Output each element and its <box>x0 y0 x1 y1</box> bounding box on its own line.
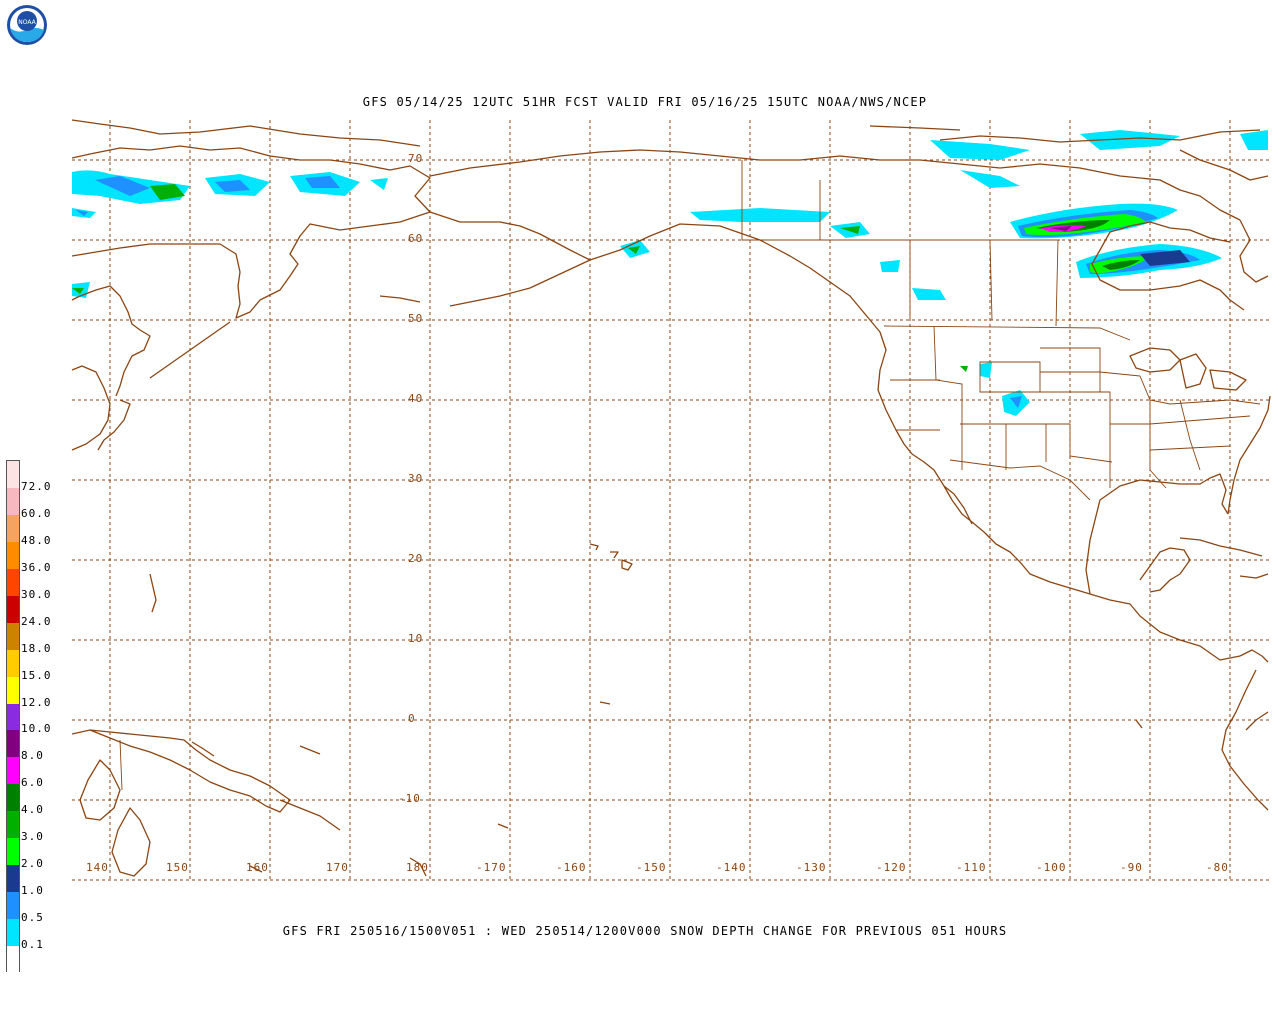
political-borders <box>119 160 1261 791</box>
legend-swatch <box>7 838 19 866</box>
legend-label: 72.0 <box>21 479 52 493</box>
legend-label: 18.0 <box>21 641 52 655</box>
legend-swatch <box>7 865 19 893</box>
legend-label: 15.0 <box>21 668 52 682</box>
latitude-label: 10 <box>408 632 424 645</box>
longitude-label: -80 <box>1206 861 1229 874</box>
legend-swatch <box>7 595 19 623</box>
longitude-label: 140 <box>86 861 109 874</box>
longitude-label: 150 <box>166 861 189 874</box>
latitude-label: 0 <box>408 712 416 725</box>
latitude-label: 70 <box>408 152 424 165</box>
latitude-label: 50 <box>408 312 424 325</box>
legend-swatch <box>7 919 19 947</box>
legend-label: 36.0 <box>21 560 52 574</box>
color-legend <box>6 460 20 974</box>
map-subtitle: GFS FRI 250516/1500V051 : WED 250514/120… <box>282 924 1008 938</box>
longitude-label: -130 <box>796 861 827 874</box>
legend-label: 3.0 <box>21 830 44 844</box>
legend-label: 8.0 <box>21 749 44 763</box>
snow-depth-fields <box>72 130 1268 416</box>
legend-swatch <box>7 487 19 515</box>
legend-swatch <box>7 514 19 542</box>
legend-label: 4.0 <box>21 803 44 817</box>
longitude-label: -100 <box>1036 861 1067 874</box>
legend-swatch <box>7 892 19 920</box>
legend-swatch <box>7 757 19 785</box>
longitude-label: -120 <box>876 861 907 874</box>
legend-swatch <box>7 568 19 596</box>
longitude-label: -90 <box>1120 861 1143 874</box>
legend-label: 10.0 <box>21 722 52 736</box>
longitude-label: 160 <box>246 861 269 874</box>
longitude-label: 170 <box>326 861 349 874</box>
legend-label: 0.5 <box>21 911 44 925</box>
legend-label: 48.0 <box>21 533 52 547</box>
legend-label: 30.0 <box>21 587 52 601</box>
legend-swatch <box>7 703 19 731</box>
legend-label: 6.0 <box>21 776 44 790</box>
longitude-label: -140 <box>716 861 747 874</box>
longitude-label: 180 <box>406 861 429 874</box>
legend-label: 60.0 <box>21 506 52 520</box>
legend-label: 12.0 <box>21 695 52 709</box>
legend-swatch <box>7 461 19 488</box>
legend-swatch <box>7 946 19 974</box>
legend-label: 24.0 <box>21 614 52 628</box>
legend-swatch <box>7 649 19 677</box>
legend-label: 0.1 <box>21 938 44 952</box>
legend-swatch <box>7 622 19 650</box>
svg-text:NOAA: NOAA <box>18 19 36 26</box>
legend-swatch <box>7 541 19 569</box>
noaa-logo: NOAA <box>6 4 48 46</box>
latitude-label: 40 <box>408 392 424 405</box>
longitude-label: -160 <box>556 861 587 874</box>
legend-label: 1.0 <box>21 884 44 898</box>
legend-swatch <box>7 811 19 839</box>
longitude-label: -110 <box>956 861 987 874</box>
legend-label: 2.0 <box>21 857 44 871</box>
longitude-label: -170 <box>476 861 507 874</box>
longitude-label: -150 <box>636 861 667 874</box>
latitude-label: 20 <box>408 552 424 565</box>
legend-swatch <box>7 676 19 704</box>
latitude-label: 60 <box>408 232 424 245</box>
latitude-label: 30 <box>408 472 424 485</box>
latitude-label: -10 <box>398 792 421 805</box>
coastlines <box>71 119 1271 877</box>
legend-swatch <box>7 784 19 812</box>
legend-swatch <box>7 730 19 758</box>
map-title: GFS 05/14/25 12UTC 51HR FCST VALID FRI 0… <box>362 95 928 109</box>
